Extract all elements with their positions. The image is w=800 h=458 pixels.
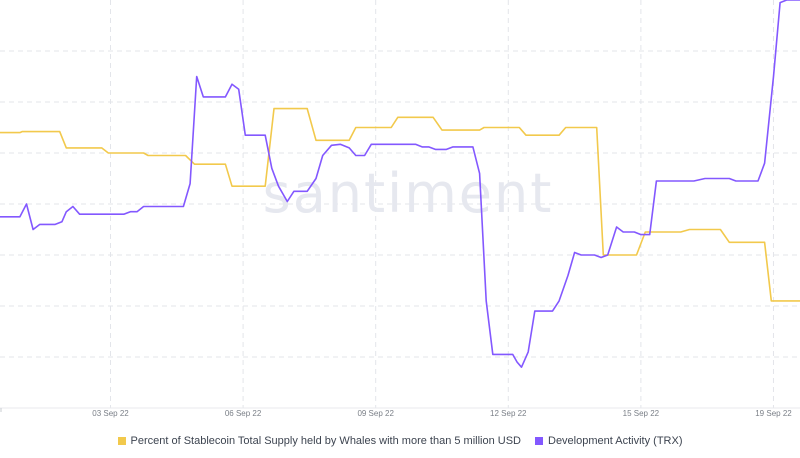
- x-tick-label: 03 Sep 22: [92, 409, 129, 418]
- legend-label-whales: Percent of Stablecoin Total Supply held …: [130, 435, 522, 447]
- legend-label-dev-activity: Development Activity (TRX): [548, 435, 683, 447]
- x-tick-label: 09 Sep 22: [357, 409, 394, 418]
- x-axis-ticks: 03 Sep 22 06 Sep 22 09 Sep 22 12 Sep 22 15 S…: [0, 408, 792, 418]
- legend-swatch-whales: [117, 437, 126, 445]
- series-line-dev-activity[interactable]: [0, 0, 800, 368]
- x-tick-label: 15 Sep 22: [623, 409, 660, 418]
- x-tick-label: 12 Sep 22: [490, 409, 527, 418]
- watermark: santiment: [263, 162, 554, 225]
- legend-item-whales[interactable]: Percent of Stablecoin Total Supply held …: [117, 435, 522, 447]
- series-line-whales[interactable]: [0, 107, 800, 302]
- legend: Percent of Stablecoin Total Supply held …: [0, 432, 800, 450]
- grid-lines: [0, 0, 800, 409]
- legend-swatch-dev-activity: [535, 437, 543, 445]
- legend-item-dev-activity[interactable]: Development Activity (TRX): [535, 435, 682, 447]
- x-tick-label: 06 Sep 22: [225, 409, 262, 418]
- series-layer: [0, 0, 800, 368]
- x-tick-label: 19 Sep 22: [755, 409, 792, 418]
